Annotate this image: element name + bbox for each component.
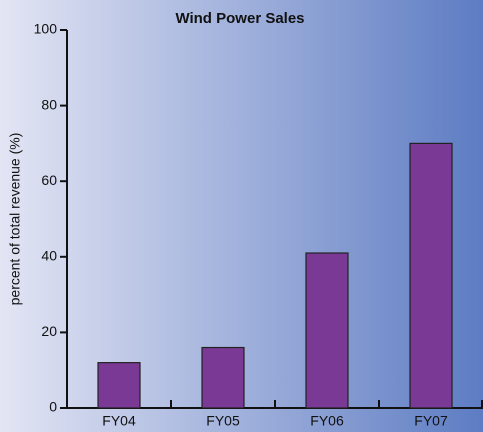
x-tick-label: FY04 — [102, 413, 136, 429]
y-axis-label: percent of total revenue (%) — [7, 133, 23, 306]
y-tick-label: 80 — [41, 96, 57, 112]
x-tick-label: FY05 — [206, 413, 240, 429]
bar — [201, 346, 245, 409]
y-tick-label: 100 — [34, 21, 58, 37]
y-tick-label: 20 — [41, 323, 57, 339]
y-tick-label: 0 — [49, 399, 57, 415]
x-tick-label: FY07 — [414, 413, 448, 429]
y-tick-label: 40 — [41, 248, 57, 264]
y-tick-label: 60 — [41, 172, 57, 188]
bar — [409, 142, 453, 409]
chart-title: Wind Power Sales — [175, 10, 304, 27]
bar — [97, 362, 141, 409]
bar — [305, 252, 349, 409]
x-tick-label: FY06 — [310, 413, 344, 429]
